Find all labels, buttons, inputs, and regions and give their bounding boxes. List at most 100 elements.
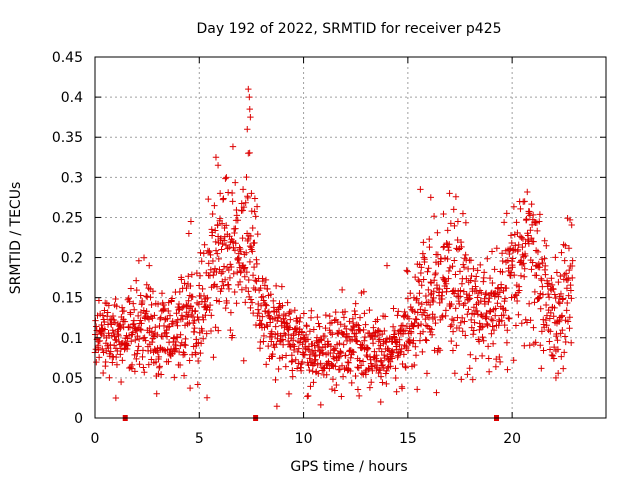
data-point: [263, 321, 270, 329]
data-point: [168, 295, 176, 302]
data-point: [450, 206, 457, 213]
data-point: [177, 331, 184, 338]
data-point: [418, 300, 426, 308]
data-point: [181, 351, 188, 358]
data-point: [123, 345, 131, 353]
data-point: [210, 282, 218, 290]
data-point: [432, 269, 439, 277]
data-point: [245, 85, 252, 93]
data-point: [492, 363, 500, 370]
data-point: [109, 312, 117, 320]
data-point: [100, 349, 107, 356]
data-point: [433, 389, 440, 396]
data-point: [205, 195, 212, 203]
data-point: [187, 282, 194, 290]
data-point: [569, 274, 576, 282]
data-point: [246, 93, 253, 101]
data-point: [389, 349, 397, 356]
data-point: [359, 358, 367, 365]
data-point: [199, 327, 206, 335]
data-point: [191, 317, 198, 324]
data-point: [134, 350, 141, 357]
data-point: [532, 339, 539, 346]
data-point: [178, 312, 186, 319]
data-point: [138, 320, 145, 327]
data-point: [448, 300, 455, 308]
data-point: [189, 293, 196, 301]
data-point: [451, 370, 459, 377]
data-point: [200, 316, 207, 323]
data-point: [523, 215, 530, 223]
data-point: [270, 297, 277, 305]
data-point: [353, 337, 360, 344]
data-point: [193, 269, 201, 277]
data-point: [503, 339, 511, 346]
data-point: [507, 269, 515, 276]
data-point: [316, 323, 323, 330]
data-point: [292, 356, 299, 363]
data-point: [171, 374, 178, 381]
data-point: [131, 368, 139, 375]
data-point: [215, 327, 222, 334]
data-point: [376, 336, 383, 343]
data-point: [128, 361, 136, 369]
data-point: [234, 268, 241, 276]
data-point: [244, 194, 252, 202]
data-point: [566, 325, 573, 332]
data-point: [466, 292, 473, 299]
data-point: [285, 390, 293, 398]
data-point: [134, 312, 142, 320]
data-point: [530, 238, 537, 245]
data-point: [310, 326, 318, 333]
data-point: [282, 363, 290, 370]
data-point: [242, 284, 250, 292]
data-point: [379, 379, 386, 386]
data-point: [447, 220, 455, 227]
data-point: [491, 266, 498, 273]
data-point: [520, 273, 528, 280]
data-point: [377, 366, 384, 374]
data-point: [174, 322, 181, 329]
data-point: [327, 343, 335, 350]
data-point: [164, 323, 172, 331]
data-point: [106, 374, 113, 381]
data-point: [157, 314, 165, 321]
data-point: [265, 342, 272, 350]
data-point: [279, 354, 286, 361]
data-point: [112, 353, 120, 361]
data-point: [430, 212, 438, 220]
data-point: [437, 255, 445, 263]
data-point: [398, 345, 405, 353]
data-point: [383, 335, 391, 342]
data-point: [417, 306, 424, 313]
data-point: [215, 255, 222, 263]
data-point: [559, 326, 566, 334]
data-point: [239, 234, 246, 242]
data-point: [539, 291, 547, 298]
data-point: [252, 277, 259, 284]
data-point: [436, 285, 443, 293]
data-point: [518, 234, 525, 241]
data-point: [432, 319, 439, 327]
data-point: [248, 299, 256, 306]
data-point: [461, 300, 469, 307]
data-point: [412, 343, 419, 350]
data-point: [406, 325, 413, 332]
data-point: [346, 318, 353, 325]
data-point: [407, 303, 414, 311]
data-point: [399, 322, 407, 329]
data-point: [358, 370, 366, 377]
data-point: [357, 327, 364, 334]
data-point: [534, 248, 542, 256]
data-point: [335, 354, 342, 362]
data-point: [539, 283, 546, 290]
data-point: [211, 265, 219, 272]
data-point: [146, 262, 153, 269]
data-point: [139, 297, 146, 305]
data-point: [444, 244, 452, 251]
data-point: [373, 352, 380, 359]
data-point: [151, 333, 158, 340]
data-point: [377, 357, 384, 364]
data-point: [154, 348, 162, 356]
data-point: [543, 242, 550, 249]
